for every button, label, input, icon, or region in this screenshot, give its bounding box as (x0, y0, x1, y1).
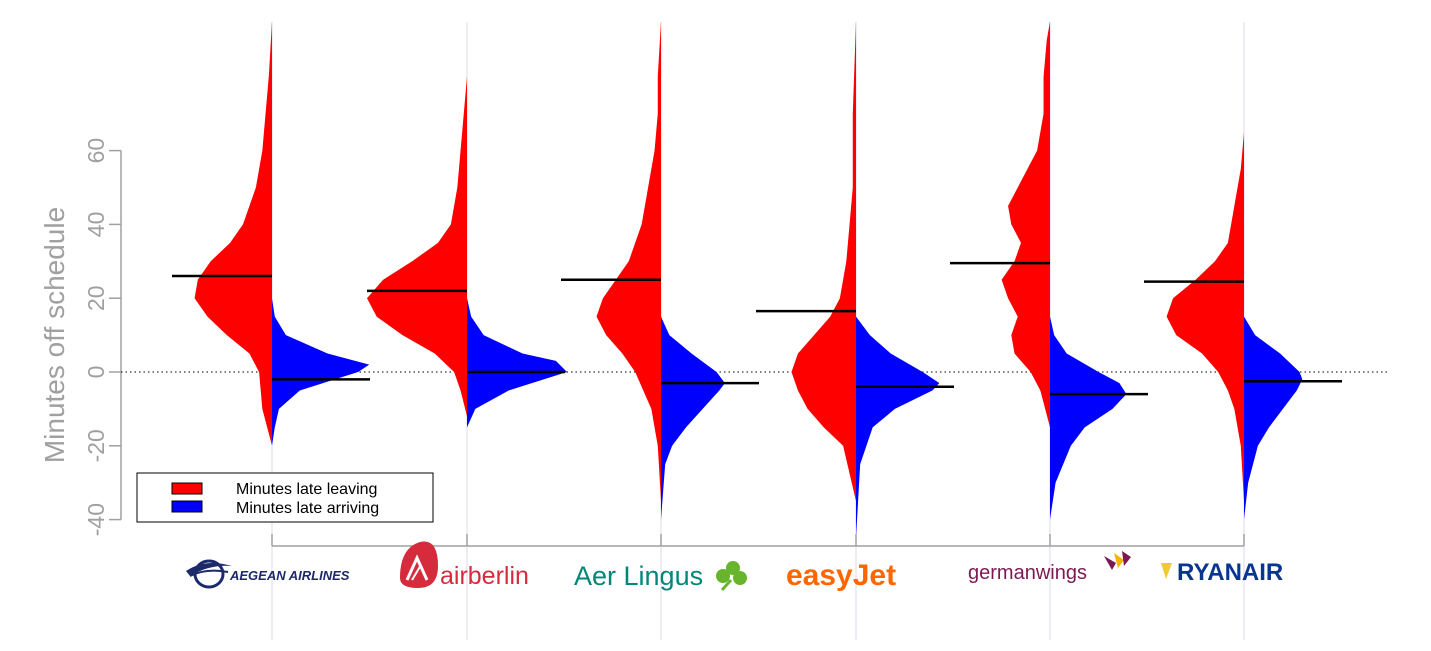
shamrock-icon (716, 561, 747, 592)
y-tick-label: 0 (83, 366, 109, 379)
legend-label-arriving: Minutes late arriving (236, 500, 379, 517)
legend-label-leaving: Minutes late leaving (236, 481, 377, 498)
aer-lingus-logo: Aer Lingus (574, 561, 747, 592)
leaving-density-2 (596, 21, 661, 502)
y-tick-label: 60 (83, 138, 109, 164)
easyjet-logo: easyJet (786, 559, 896, 592)
y-axis: -40 -20 0 20 40 60 (83, 138, 122, 536)
leaving-density-5 (1166, 132, 1244, 502)
arriving-density-0 (272, 298, 370, 446)
leaving-density-1 (367, 76, 467, 417)
germanwings-wing-icon (1104, 551, 1131, 570)
ryanair-logo: RYANAIR (1161, 559, 1283, 586)
airberlin-icon (400, 541, 438, 588)
y-tick-label: -40 (83, 503, 109, 536)
leaving-density-3 (791, 21, 856, 502)
easyjet-logo-text: easyJet (786, 559, 896, 592)
arriving-density-4 (1050, 316, 1127, 520)
leaving-density-0 (194, 21, 272, 446)
legend-swatch-arriving (171, 500, 203, 513)
germanwings-logo-text: germanwings (968, 562, 1087, 584)
arriving-density-3 (856, 316, 940, 539)
y-tick-label: 20 (83, 285, 109, 311)
y-tick-label: 40 (83, 212, 109, 238)
ryanair-logo-text: RYANAIR (1177, 559, 1283, 586)
arriving-density-2 (661, 316, 725, 520)
aegean-logo-text: AEGEAN AIRLINES (229, 568, 350, 583)
arriving-density-1 (467, 298, 567, 428)
violins (172, 21, 1342, 640)
x-axis (271, 534, 1245, 547)
aegean-bird-icon (186, 559, 232, 589)
legend-swatch-leaving (171, 482, 203, 495)
aegean-airlines-logo: AEGEAN AIRLINES (186, 559, 350, 589)
leaving-density-4 (1001, 21, 1050, 428)
airberlin-logo: airberlin (400, 541, 529, 590)
legend-box (136, 472, 434, 523)
aer-lingus-logo-text: Aer Lingus (574, 561, 703, 591)
y-axis-label: Minutes off schedule (39, 207, 70, 463)
ryanair-harp-icon (1161, 563, 1172, 579)
arriving-density-5 (1244, 316, 1303, 520)
germanwings-logo: germanwings (968, 551, 1131, 584)
airberlin-logo-text: airberlin (440, 562, 529, 590)
y-tick-label: -20 (83, 429, 109, 462)
legend: Minutes late leaving Minutes late arrivi… (136, 472, 434, 523)
